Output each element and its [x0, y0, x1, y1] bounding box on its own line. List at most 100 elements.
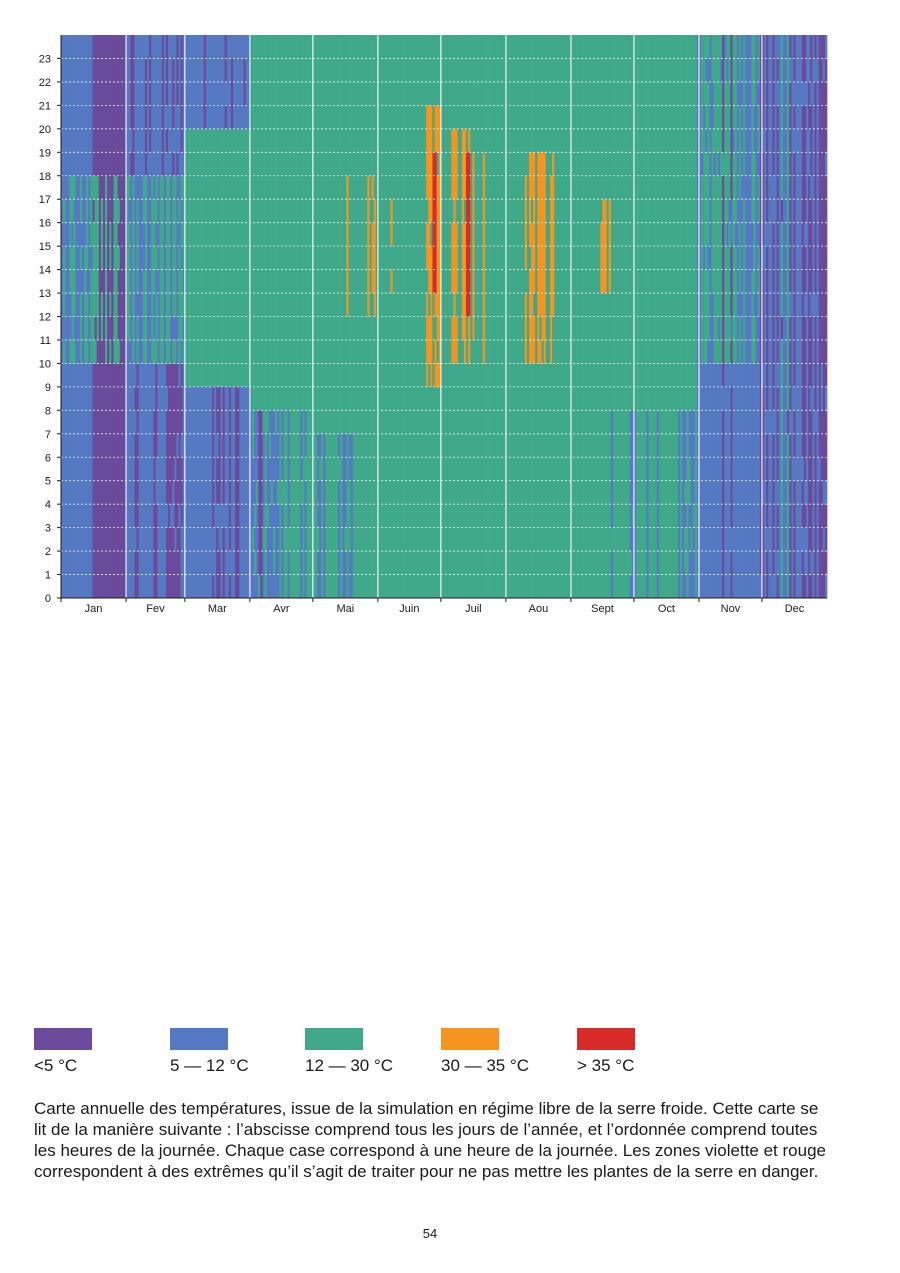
heatmap-cell — [172, 527, 175, 599]
heatmap-cell — [430, 386, 433, 599]
heatmap-cell — [216, 527, 219, 599]
heatmap-cell — [218, 128, 221, 388]
heatmap-cell — [197, 386, 200, 599]
heatmap-cell — [203, 386, 207, 599]
heatmap-cell — [254, 410, 257, 505]
heatmap-cell — [447, 35, 450, 599]
heatmap-cell — [300, 410, 303, 481]
heatmap-cell — [482, 363, 486, 599]
heatmap-cell — [390, 199, 393, 247]
heatmap-cell — [814, 293, 817, 317]
heatmap-cell — [545, 35, 549, 599]
y-tick-label: 17 — [39, 194, 51, 206]
heatmap-cell — [170, 527, 173, 599]
heatmap-cell — [436, 35, 440, 106]
heatmap-cell — [761, 269, 765, 364]
x-tick-label: Aou — [529, 603, 549, 615]
heatmap-cell — [566, 35, 570, 599]
heatmap-cell — [770, 35, 773, 599]
heatmap-cell — [610, 527, 614, 552]
heatmap-cell — [180, 222, 184, 247]
heatmap-cell — [766, 222, 769, 247]
heatmap-cell — [787, 35, 790, 411]
x-tick-label: Nov — [721, 603, 741, 615]
heatmap-cell — [277, 480, 280, 505]
heatmap-cell — [646, 410, 649, 599]
heatmap-cell — [235, 128, 238, 388]
heatmap-cell — [134, 386, 137, 411]
heatmap-cell — [728, 35, 731, 200]
heatmap-cell — [776, 105, 780, 364]
heatmap-cell — [178, 363, 181, 388]
heatmap-cell — [115, 363, 119, 599]
heatmap-cell — [757, 222, 761, 247]
heatmap-cell — [119, 35, 123, 599]
heatmap-cell — [172, 316, 175, 341]
y-tick-label: 0 — [45, 593, 51, 605]
heatmap-cell — [436, 339, 440, 364]
heatmap-cell — [738, 81, 742, 106]
heatmap-cell — [262, 433, 265, 528]
heatmap-cell — [373, 35, 377, 200]
heatmap-cell — [761, 128, 765, 153]
heatmap-cell — [178, 527, 181, 599]
heatmap-cell — [436, 175, 440, 341]
heatmap-cell — [703, 246, 706, 270]
heatmap-cell — [730, 527, 733, 552]
heatmap-cell — [549, 363, 553, 599]
heatmap-cell — [600, 293, 603, 599]
heatmap-cell — [96, 175, 100, 341]
heatmap-cell — [155, 246, 158, 270]
heatmap-cell — [176, 152, 179, 176]
heatmap-cell — [210, 35, 213, 130]
heatmap-cell — [814, 410, 817, 434]
heatmap-cell — [543, 363, 547, 599]
heatmap-cell — [761, 152, 765, 247]
heatmap-cell — [373, 199, 377, 317]
heatmap-cell — [451, 222, 454, 294]
figure-caption: Carte annuelle des températures, issue d… — [34, 1099, 826, 1181]
heatmap-cell — [795, 35, 798, 599]
heatmap-cell — [298, 35, 301, 599]
heatmap-cell — [182, 363, 186, 599]
heatmap-cell — [128, 175, 131, 200]
heatmap-cell — [707, 58, 710, 83]
heatmap-cell — [717, 316, 721, 341]
heatmap-cell — [262, 527, 265, 552]
heatmap-cell — [138, 35, 142, 599]
heatmap-cell — [386, 35, 389, 599]
heatmap-cell — [86, 35, 89, 176]
heatmap-cell — [155, 457, 158, 505]
heatmap-cell — [428, 35, 431, 106]
heatmap-cell — [787, 410, 790, 434]
heatmap-cell — [134, 527, 137, 552]
heatmap-cell — [789, 410, 792, 434]
heatmap-cell — [142, 222, 146, 270]
heatmap-cell — [186, 35, 190, 130]
heatmap-cell — [554, 35, 557, 599]
heatmap-cell — [438, 386, 442, 599]
heatmap-cell — [451, 316, 454, 364]
heatmap-cell — [275, 433, 278, 599]
heatmap-cell — [178, 386, 181, 505]
heatmap-cell — [178, 222, 181, 247]
heatmap-cell — [90, 363, 93, 599]
heatmap-cell — [338, 480, 341, 599]
heatmap-cell — [761, 35, 765, 130]
heatmap-cell — [128, 199, 131, 223]
heatmap-cell — [600, 222, 603, 294]
heatmap-cell — [109, 293, 112, 317]
heatmap-cell — [701, 35, 704, 153]
heatmap-cell — [426, 293, 429, 388]
heatmap-cell — [780, 316, 784, 341]
heatmap-cell — [810, 175, 813, 200]
heatmap-cell — [678, 35, 681, 411]
heatmap-cell — [461, 339, 465, 599]
heatmap-cell — [317, 35, 320, 434]
heatmap-cell — [128, 222, 131, 341]
heatmap-cell — [766, 433, 769, 528]
heatmap-cell — [180, 457, 184, 528]
y-tick-label: 14 — [39, 265, 51, 277]
heatmap-cell — [155, 269, 158, 294]
